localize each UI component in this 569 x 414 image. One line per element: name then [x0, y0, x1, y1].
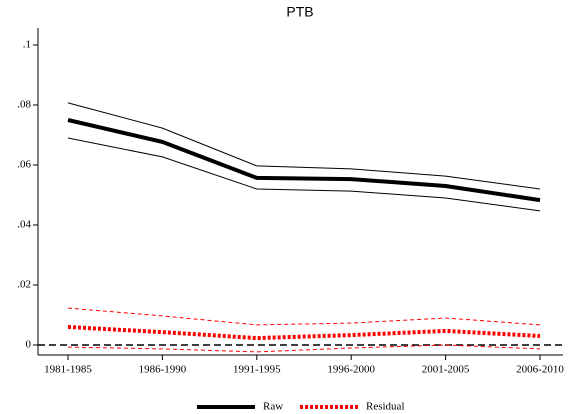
- x-tick-label: 2001-2005: [422, 364, 470, 376]
- y-tick-label: .08: [17, 99, 31, 111]
- series-line: [67, 118, 541, 203]
- x-tick-label: 1991-1995: [233, 364, 281, 376]
- y-tick-label: .1: [23, 39, 31, 51]
- ci-lower: [67, 137, 541, 212]
- x-tick-label: 2006-2010: [516, 364, 564, 376]
- x-tick-label: 1981-1985: [44, 364, 92, 376]
- chart-title: PTB: [286, 4, 313, 20]
- ci-upper: [67, 307, 541, 326]
- legend-label: Raw: [263, 401, 283, 413]
- series-line: [67, 325, 541, 341]
- y-tick-label: .04: [17, 219, 31, 231]
- legend-label: Residual: [366, 401, 405, 413]
- x-tick-label: 1996-2000: [327, 364, 375, 376]
- x-tick-label: 1986-1990: [139, 364, 187, 376]
- y-tick-label: .02: [17, 279, 31, 291]
- ci-upper: [67, 102, 541, 190]
- y-tick-label: .06: [17, 159, 31, 171]
- ci-lower: [67, 344, 541, 353]
- y-tick-label: 0: [26, 339, 32, 351]
